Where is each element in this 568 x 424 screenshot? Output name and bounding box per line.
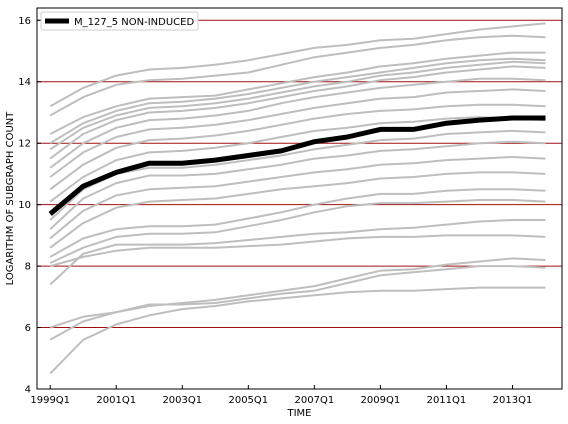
background-series-line: [49, 65, 546, 160]
x-tick-label: 2007Q1: [295, 395, 335, 406]
y-axis-label: LOGARITHM OF SUBGRAPH COUNT: [5, 111, 16, 286]
x-tick-label: 2005Q1: [228, 395, 268, 406]
background-series-line: [49, 188, 546, 258]
legend: M_127_5 NON-INDUCED: [40, 11, 199, 31]
y-tick-label: 16: [18, 16, 31, 27]
background-series-line: [49, 171, 546, 249]
background-series-line: [49, 140, 546, 230]
plot-frame: [36, 7, 563, 390]
x-tick-label: 1999Q1: [30, 395, 70, 406]
y-tick-label: 8: [25, 262, 31, 273]
x-axis-label: TIME: [286, 408, 311, 419]
background-series-line: [49, 219, 546, 286]
background-series-group: [49, 22, 546, 375]
background-series-line: [49, 34, 546, 117]
background-series-line: [49, 22, 546, 108]
background-series-line: [49, 88, 546, 178]
x-tick-label: 2001Q1: [96, 395, 136, 406]
background-series-line: [49, 286, 546, 375]
background-series-line: [49, 57, 546, 145]
background-series-line: [49, 199, 546, 264]
background-series-line: [49, 116, 546, 203]
y-tick-label: 6: [25, 323, 31, 334]
y-axis-ticks: 4 6 8 10 12 14 16: [18, 16, 41, 396]
legend-box: [40, 11, 199, 31]
y-tick-label: 12: [18, 139, 31, 150]
highlight-series-line: [48, 115, 546, 216]
x-axis-ticks: 1999Q1 2001Q1 2003Q1 2005Q1 2007Q1 2009Q1 2011…: [30, 385, 532, 406]
background-series-line: [49, 234, 546, 268]
y-tick-label: 14: [18, 77, 31, 88]
background-series-line: [49, 129, 546, 221]
background-series-line: [49, 77, 546, 169]
x-tick-label: 2003Q1: [162, 395, 202, 406]
legend-label: M_127_5 NON-INDUCED: [74, 17, 194, 28]
highlight-series-group: [48, 115, 546, 216]
background-series-line: [49, 60, 546, 151]
y-tick-label: 4: [25, 385, 31, 396]
x-tick-label: 2013Q1: [493, 395, 533, 406]
background-series-line: [49, 103, 546, 191]
background-series-line: [49, 265, 546, 341]
x-tick-label: 2009Q1: [361, 395, 401, 406]
background-series-line: [49, 156, 546, 240]
x-tick-label: 2011Q1: [427, 395, 467, 406]
y-tick-label: 10: [18, 200, 31, 211]
background-series-line: [49, 51, 546, 135]
